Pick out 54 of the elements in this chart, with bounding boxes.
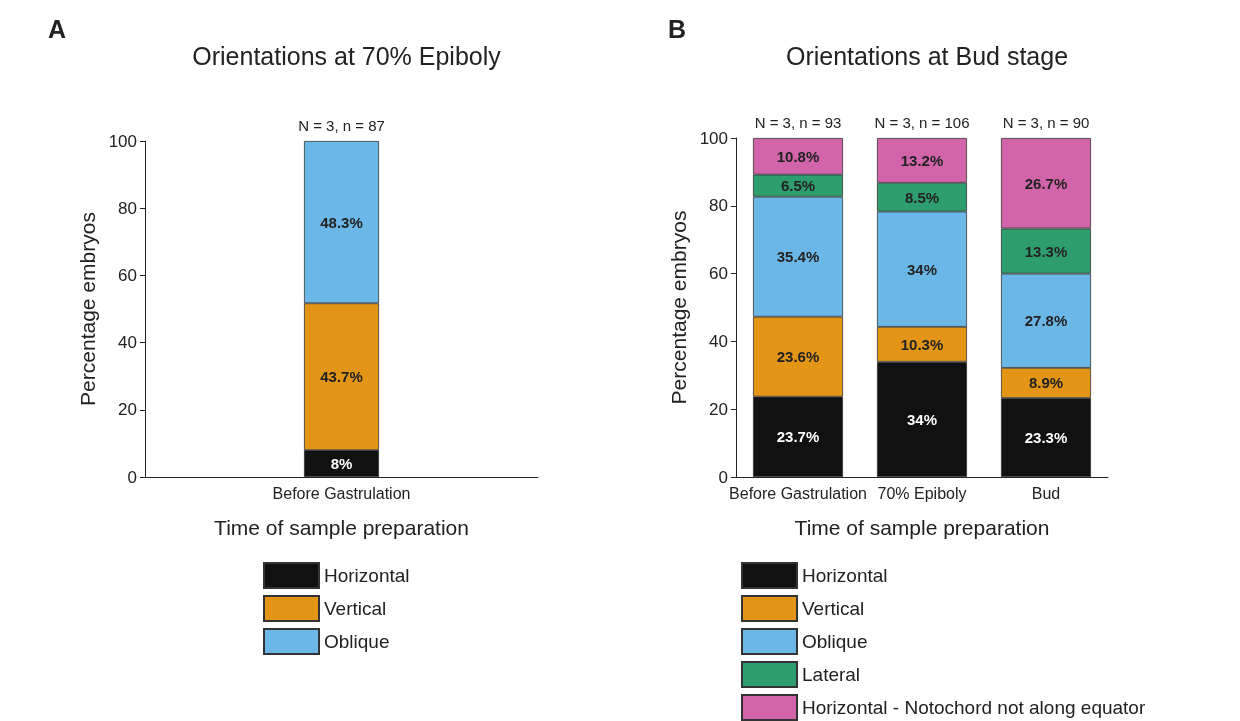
data-label: 8.9%: [1028, 374, 1064, 392]
data-label: 34%: [906, 410, 938, 428]
chart-title: Orientations at Bud stage: [785, 41, 1069, 70]
legend-label: Horizontal: [802, 565, 888, 586]
y-tick-label: 60: [709, 264, 728, 284]
y-tick-label: 20: [118, 400, 137, 420]
text: B: [668, 14, 687, 43]
text: A: [48, 14, 67, 43]
x-tick-label: Before Gastrulation: [729, 484, 867, 502]
data-label: 8.5%: [904, 188, 940, 206]
data-label: 23.3%: [1024, 429, 1068, 447]
legend-label: Vertical: [324, 598, 387, 619]
data-label: 34%: [906, 260, 938, 278]
annotation: N = 3, n = 93: [754, 114, 842, 131]
annotation: N = 3, n = 87: [298, 117, 385, 134]
x-axis-title: Time of sample preparation: [794, 516, 1050, 539]
legend-label: Vertical: [802, 598, 865, 619]
legend-label: Oblique: [802, 631, 868, 652]
legend-label: Horizontal: [324, 565, 410, 586]
data-label: 13.2%: [900, 151, 944, 169]
legend-label: Horizontal - Notochord not along equator: [802, 697, 1146, 718]
x-tick-label: Before Gastrulation: [272, 484, 411, 502]
data-label: 6.5%: [780, 177, 816, 195]
data-label: 10.8%: [776, 147, 820, 165]
y-tick-label: 0: [718, 467, 728, 487]
data-label: 23.7%: [776, 428, 820, 446]
y-tick-label: 80: [709, 196, 728, 216]
y-tick-label: 20: [709, 399, 728, 419]
data-label: 26.7%: [1024, 174, 1068, 192]
data-label: 43.7%: [320, 368, 363, 386]
y-tick-label: 40: [709, 331, 728, 351]
y-tick-label: 80: [118, 198, 137, 218]
y-axis-title: Percentage embryos: [75, 212, 99, 406]
y-tick-label: 100: [699, 128, 728, 148]
annotation: N = 3, n = 106: [874, 114, 970, 131]
legend-label: Lateral: [802, 664, 861, 685]
data-label: 13.3%: [1024, 242, 1068, 260]
annotation: N = 3, n = 90: [1002, 114, 1090, 131]
data-label: 27.8%: [1024, 312, 1068, 330]
data-label: 8%: [330, 455, 353, 473]
data-label: 23.6%: [776, 348, 820, 366]
data-label: 35.4%: [776, 248, 820, 266]
y-tick-label: 0: [127, 467, 137, 487]
y-tick-label: 40: [118, 333, 137, 353]
data-label: 48.3%: [320, 213, 363, 231]
x-axis-title: Time of sample preparation: [214, 516, 469, 539]
y-axis-title: Percentage embryos: [666, 210, 690, 405]
data-label: 10.3%: [900, 335, 944, 353]
chart-title: Orientations at 70% Epiboly: [192, 41, 502, 70]
y-tick-label: 60: [118, 265, 137, 285]
legend-label: Oblique: [324, 631, 390, 652]
y-tick-label: 100: [108, 131, 137, 151]
x-tick-label: Bud: [1031, 484, 1061, 502]
x-tick-label: 70% Epiboly: [877, 484, 967, 502]
